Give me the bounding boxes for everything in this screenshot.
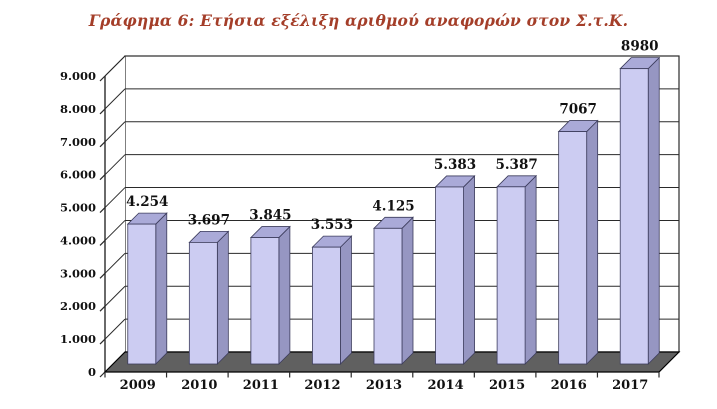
bar-front-face xyxy=(373,227,403,365)
y-tick xyxy=(99,371,106,378)
y-axis-label: 8.000 xyxy=(60,102,96,116)
bar-side-face xyxy=(401,216,414,365)
y-axis-label: 9.000 xyxy=(60,69,96,83)
y-tick xyxy=(99,272,106,279)
bar-2013: 4.125 xyxy=(372,198,415,365)
bar-front-face xyxy=(619,68,649,365)
bar-front-face xyxy=(188,242,218,365)
value-label: 7067 xyxy=(559,102,597,118)
y-tick xyxy=(99,240,106,246)
value-label: 3.553 xyxy=(311,217,353,233)
bar-front-face xyxy=(558,131,588,365)
bar-2011: 3.845 xyxy=(249,208,292,365)
bar-side-face xyxy=(278,225,291,365)
gridline-connector xyxy=(104,88,126,110)
gridline-connector xyxy=(104,285,126,307)
bar-side-face xyxy=(647,56,660,365)
x-axis-label: 2017 xyxy=(612,378,648,393)
gridline-connector xyxy=(104,121,126,143)
x-axis-label: 2015 xyxy=(489,378,525,393)
y-tick xyxy=(99,174,106,181)
bar-2017: 8980 xyxy=(619,39,661,365)
gridline-connector xyxy=(104,154,126,176)
x-axis-label: 2014 xyxy=(427,378,463,393)
y-tick xyxy=(99,338,106,345)
bar-2012: 3.553 xyxy=(311,217,353,365)
value-label: 8980 xyxy=(621,39,659,55)
bar-front-face xyxy=(496,186,526,365)
value-label: 3.845 xyxy=(249,208,291,224)
bar-front-face xyxy=(312,246,341,365)
bar-2010: 3.697 xyxy=(188,212,230,365)
value-label: 5.387 xyxy=(495,157,537,173)
y-tick xyxy=(99,141,106,148)
x-axis-label: 2009 xyxy=(120,378,156,393)
y-axis-label: 0 xyxy=(88,365,96,379)
y-tick xyxy=(99,108,106,115)
bars: 4.254 3.697 3.845 3.553 4.125 5.383 5.387 7067 8… xyxy=(126,39,661,365)
gridline-connector xyxy=(104,220,126,241)
bar-2014: 5.383 xyxy=(434,157,476,365)
bar-side-face xyxy=(463,174,475,365)
x-axis-label: 2011 xyxy=(243,378,279,393)
x-axis-label: 2012 xyxy=(304,378,340,393)
value-label: 3.697 xyxy=(188,212,230,228)
bar-front-face xyxy=(127,223,157,365)
gridline-connector xyxy=(104,318,126,340)
bar-side-face xyxy=(524,174,537,365)
left-wall xyxy=(105,56,125,372)
bar-2015: 5.387 xyxy=(495,157,538,365)
y-axis-label: 7.000 xyxy=(60,135,96,149)
bar-front-face xyxy=(250,237,280,365)
y-axis-label: 2.000 xyxy=(60,299,96,313)
bar-side-face xyxy=(155,212,168,365)
y-axis-label: 3.000 xyxy=(60,266,96,280)
bar-side-face xyxy=(340,235,352,365)
x-axis-label: 2013 xyxy=(366,378,402,393)
bar-2016: 7067 xyxy=(557,102,599,365)
y-axis-label: 5.000 xyxy=(60,201,96,215)
gridline-connector xyxy=(104,55,126,77)
x-axis-label: 2010 xyxy=(181,378,217,393)
y-axis-label: 1.000 xyxy=(60,332,96,346)
bar-side-face xyxy=(586,119,599,365)
y-axis-label: 6.000 xyxy=(60,168,96,182)
value-label: 4.125 xyxy=(372,198,414,214)
gridline-connector xyxy=(104,252,126,274)
bar-front-face xyxy=(435,186,464,365)
gridline-connector xyxy=(104,187,126,208)
value-label: 4.254 xyxy=(126,194,168,210)
bar-side-face xyxy=(216,230,229,365)
x-axis-label: 2016 xyxy=(551,378,587,393)
y-tick xyxy=(99,305,106,312)
y-tick xyxy=(99,207,106,213)
value-label: 5.383 xyxy=(434,157,476,173)
bar-2009: 4.254 xyxy=(126,194,168,365)
x-axis: 2009 2010 2011 2012 2013 2014 2015 2016 2017 xyxy=(104,372,660,393)
y-axis-label: 4.000 xyxy=(60,233,96,247)
y-tick xyxy=(99,75,106,82)
chart-title: Γράφημα 6: Ετήσια εξέλιξη αριθμού αναφορ… xyxy=(88,11,629,30)
